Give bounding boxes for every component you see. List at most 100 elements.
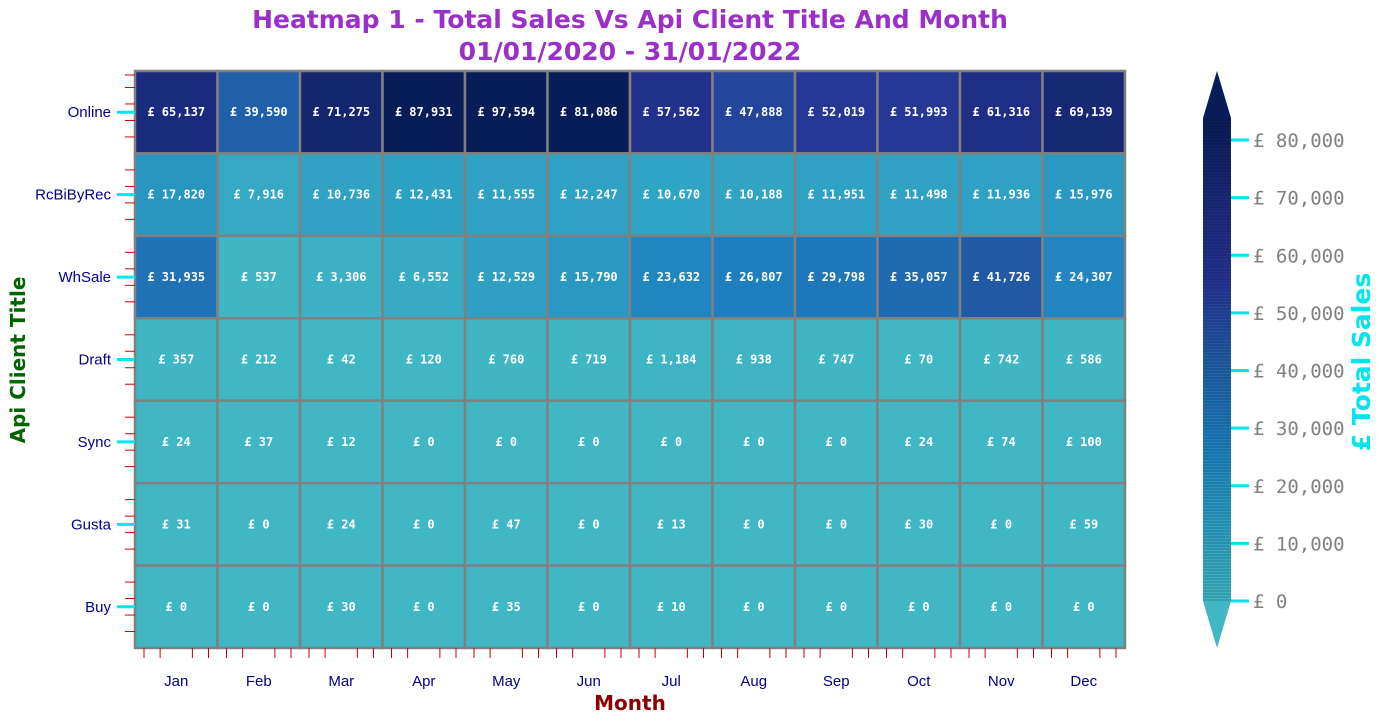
- x-axis: Jan Feb Mar Apr May Jun Jul Aug Sep Oct Nov Dec: [143, 648, 1117, 690]
- heatmap-cell: [546, 481, 632, 567]
- cell-value-label: £ 742: [983, 353, 1019, 367]
- cell-value-label: £ 51,993: [890, 105, 948, 119]
- cell-value-label: £ 61,316: [972, 105, 1030, 119]
- cell-value-label: £ 81,086: [560, 105, 618, 119]
- colorbar-tick-label: £ 0: [1253, 591, 1287, 613]
- colorbar-gradient: [1203, 118, 1231, 601]
- heatmap-cell: [133, 399, 219, 485]
- x-tick-label: Mar: [328, 673, 354, 690]
- cell-value-label: £ 12,431: [395, 188, 453, 202]
- cell-value-label: £ 6,552: [398, 270, 449, 284]
- heatmap-cell: [958, 564, 1044, 650]
- heatmap-cell: [381, 564, 467, 650]
- heatmap-cell: [546, 399, 632, 485]
- colorbar-tick-label: £ 30,000: [1253, 418, 1345, 440]
- heatmap-cell: [216, 399, 302, 485]
- colorbar: £ 0 £ 10,000 £ 20,000 £ 30,000 £ 40,000 £ 50,…: [1203, 71, 1345, 648]
- chart-title-line2: 01/01/2020 - 31/01/2022: [458, 37, 802, 66]
- cell-value-label: £ 15,976: [1055, 188, 1113, 202]
- cell-value-label: £ 0: [908, 600, 930, 614]
- cell-value-label: £ 97,594: [477, 105, 535, 119]
- cell-value-label: £ 0: [743, 435, 765, 449]
- heatmap-cell: [216, 564, 302, 650]
- cell-value-label: £ 537: [241, 270, 277, 284]
- heatmap-cell: [546, 234, 632, 320]
- cell-value-label: £ 65,137: [147, 105, 205, 119]
- cell-value-label: £ 3,306: [316, 270, 367, 284]
- heatmap-cell: [628, 564, 714, 650]
- cell-value-label: £ 0: [495, 435, 517, 449]
- colorbar-tick-label: £ 80,000: [1253, 130, 1345, 152]
- cell-value-label: £ 35,057: [890, 270, 948, 284]
- heatmap-cell: [628, 69, 714, 155]
- cell-value-label: £ 10,188: [725, 188, 783, 202]
- x-tick-label: Jan: [164, 673, 188, 690]
- heatmap-cell: [1041, 564, 1127, 650]
- y-tick-label: Online: [68, 104, 111, 121]
- heatmap-cell: [876, 564, 962, 650]
- x-tick-label: Feb: [246, 673, 272, 690]
- heatmap-cell: [1041, 234, 1127, 320]
- cell-value-label: £ 31: [162, 517, 191, 531]
- heatmap-cell: [463, 152, 549, 238]
- heatmap-cell: [133, 564, 219, 650]
- heatmap-cell: [958, 152, 1044, 238]
- cell-value-label: £ 0: [578, 435, 600, 449]
- colorbar-tick-label: £ 60,000: [1253, 245, 1345, 267]
- cell-value-label: £ 357: [158, 353, 194, 367]
- cell-value-label: £ 15,790: [560, 270, 618, 284]
- heatmap-cell: [463, 399, 549, 485]
- heatmap-cell: [463, 69, 549, 155]
- cell-value-label: £ 0: [413, 435, 435, 449]
- cell-value-label: £ 760: [488, 353, 524, 367]
- cell-value-label: £ 12: [327, 435, 356, 449]
- cell-value-label: £ 719: [571, 353, 607, 367]
- heatmap-cell: [1041, 152, 1127, 238]
- heatmap-cell: [628, 399, 714, 485]
- cell-value-label: £ 0: [743, 517, 765, 531]
- cell-value-label: £ 47: [492, 517, 521, 531]
- cell-value-label: £ 10,670: [642, 188, 700, 202]
- cell-value-label: £ 100: [1066, 435, 1102, 449]
- x-tick-label: May: [492, 673, 521, 690]
- heatmap-cell: [381, 317, 467, 402]
- cell-value-label: £ 57,562: [642, 105, 700, 119]
- cell-value-label: £ 13: [657, 517, 686, 531]
- cell-value-label: £ 0: [165, 600, 187, 614]
- x-tick-label: Sep: [823, 673, 850, 690]
- cell-value-label: £ 7,916: [233, 188, 284, 202]
- heatmap-cells: £ 65,137 £ 39,590 £ 71,275 £ 87,931 £ 97,594…: [133, 69, 1127, 650]
- colorbar-min-extend: [1203, 601, 1231, 648]
- heatmap-cell: [546, 69, 632, 155]
- cell-value-label: £ 26,807: [725, 270, 783, 284]
- cell-value-label: £ 69,139: [1055, 105, 1113, 119]
- cell-value-label: £ 42: [327, 353, 356, 367]
- cell-value-label: £ 0: [248, 517, 270, 531]
- cell-value-label: £ 212: [241, 353, 277, 367]
- heatmap-cell: [1041, 399, 1127, 485]
- x-axis-label: Month: [594, 691, 666, 715]
- heatmap-cell: [463, 317, 549, 402]
- cell-value-label: £ 17,820: [147, 188, 205, 202]
- cell-value-label: £ 71,275: [312, 105, 370, 119]
- cell-value-label: £ 0: [990, 600, 1012, 614]
- cell-value-label: £ 0: [413, 600, 435, 614]
- heatmap-cell: [298, 481, 384, 567]
- heatmap-cell: [711, 564, 797, 650]
- heatmap-cell: [876, 69, 962, 155]
- cell-value-label: £ 23,632: [642, 270, 700, 284]
- cell-value-label: £ 0: [660, 435, 682, 449]
- cell-value-label: £ 41,726: [972, 270, 1030, 284]
- colorbar-tick-label: £ 70,000: [1253, 188, 1345, 210]
- cell-value-label: £ 39,590: [230, 105, 288, 119]
- cell-value-label: £ 12,529: [477, 270, 535, 284]
- y-tick-label: Draft: [78, 352, 111, 369]
- cell-value-label: £ 24: [904, 435, 933, 449]
- heatmap-cell: [628, 234, 714, 320]
- x-tick-label: Jul: [662, 673, 681, 690]
- x-tick-label: Nov: [988, 673, 1015, 690]
- heatmap-cell: [381, 399, 467, 485]
- cell-value-label: £ 12,247: [560, 188, 618, 202]
- x-tick-label: Oct: [907, 673, 931, 690]
- cell-value-label: £ 11,498: [890, 188, 948, 202]
